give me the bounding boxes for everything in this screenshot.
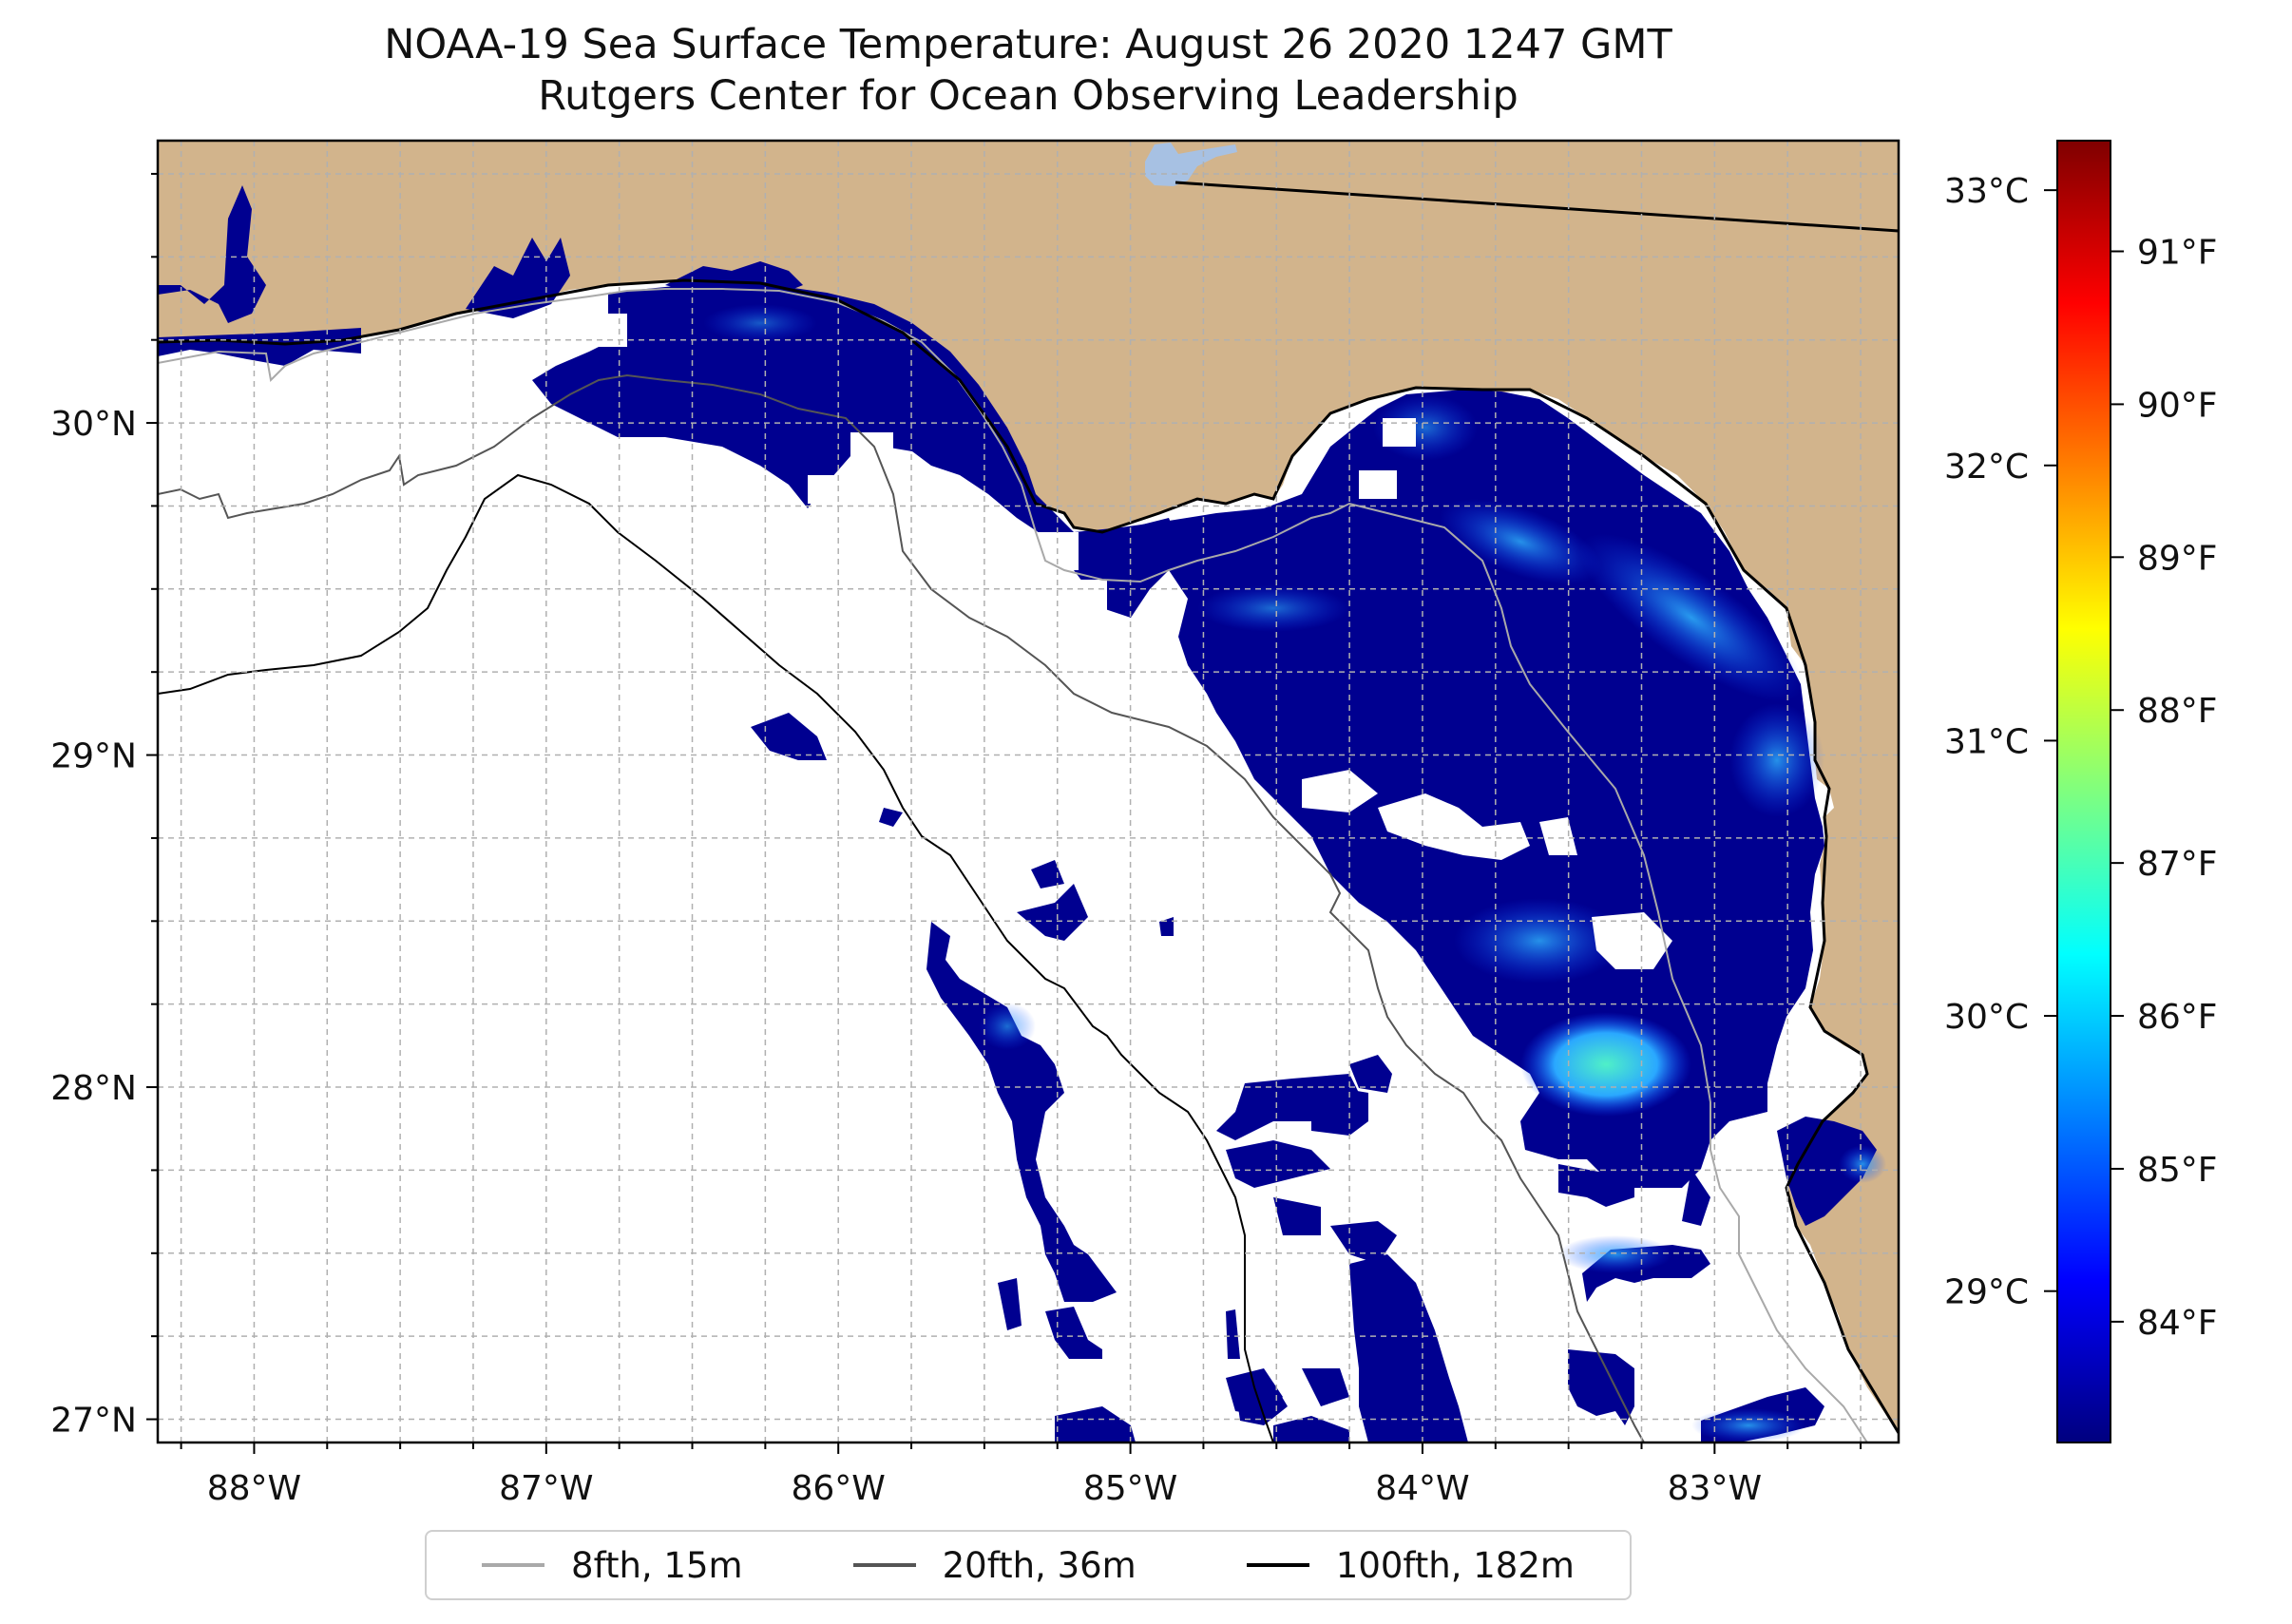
- colorbar-celsius-axis: 29°C 30°C 31°C 32°C 33°C: [1944, 172, 2057, 1312]
- lat-tick-label: 28°N: [50, 1069, 137, 1108]
- lon-tick-label: 87°W: [499, 1469, 593, 1508]
- land-mass: [158, 141, 1899, 1433]
- lat-tick-label: 29°N: [50, 737, 137, 776]
- celsius-tick-label: 32°C: [1944, 448, 2029, 487]
- lon-axis: 88°W 87°W 86°W 85°W 84°W 83°W: [180, 1442, 1862, 1508]
- legend-item-20fth: 20fth, 36m: [852, 1544, 1136, 1586]
- fahrenheit-tick-label: 89°F: [2137, 539, 2218, 578]
- coastline: [158, 278, 1899, 1434]
- fahrenheit-tick-label: 85°F: [2137, 1151, 2218, 1190]
- lon-tick-label: 84°W: [1375, 1469, 1469, 1508]
- celsius-tick-label: 31°C: [1944, 722, 2029, 761]
- lat-tick-label: 30°N: [50, 405, 137, 444]
- lon-tick-label: 83°W: [1668, 1469, 1762, 1508]
- title-line-2: Rutgers Center for Ocean Observing Leade…: [538, 72, 1518, 120]
- lon-tick-label: 88°W: [207, 1469, 301, 1508]
- colorbar: [2056, 140, 2111, 1443]
- lat-tick-label: 27°N: [50, 1402, 137, 1441]
- lon-tick-label: 86°W: [791, 1469, 885, 1508]
- fahrenheit-tick-label: 90°F: [2137, 386, 2218, 425]
- legend-label: 20fth, 36m: [942, 1544, 1136, 1586]
- fahrenheit-tick-label: 84°F: [2137, 1304, 2218, 1343]
- title-line-1: NOAA-19 Sea Surface Temperature: August …: [384, 21, 1672, 68]
- chart-title: NOAA-19 Sea Surface Temperature: August …: [158, 19, 1899, 122]
- map-frame-border: [156, 139, 1900, 1444]
- legend-swatch: [482, 1563, 545, 1567]
- fahrenheit-tick-label: 86°F: [2137, 998, 2218, 1037]
- lon-tick-label: 85°W: [1083, 1469, 1177, 1508]
- legend-swatch: [852, 1563, 916, 1567]
- celsius-tick-label: 29°C: [1944, 1273, 2029, 1312]
- contour-8fth: [158, 288, 1868, 1442]
- sst-warm-highlights: [703, 304, 1886, 1442]
- legend-label: 8fth, 15m: [571, 1544, 743, 1586]
- state-border: [1175, 181, 1899, 233]
- colorbar-fahrenheit-axis: 84°F 85°F 86°F 87°F 88°F 89°F 90°F 91°F: [2111, 233, 2218, 1343]
- fahrenheit-tick-label: 91°F: [2137, 233, 2218, 272]
- lake: [1145, 143, 1237, 186]
- contour-20fth: [158, 373, 1645, 1442]
- map-gridlines: [158, 141, 1899, 1442]
- celsius-tick-label: 30°C: [1944, 998, 2029, 1037]
- lat-axis: 30°N 29°N 28°N 27°N: [50, 172, 158, 1441]
- legend-item-8fth: 8fth, 15m: [482, 1545, 743, 1586]
- legend-item-100fth: 100fth, 182m: [1246, 1544, 1575, 1586]
- fahrenheit-tick-label: 88°F: [2137, 692, 2218, 731]
- legend-label: 100fth, 182m: [1335, 1544, 1575, 1586]
- bathymetry-contours: [158, 288, 1868, 1442]
- fahrenheit-tick-label: 87°F: [2137, 845, 2218, 884]
- celsius-tick-label: 33°C: [1944, 172, 2029, 211]
- contour-100fth: [158, 473, 1274, 1442]
- legend-swatch: [1246, 1563, 1309, 1567]
- contour-legend: 8fth, 15m 20fth, 36m 100fth, 182m: [425, 1530, 1632, 1600]
